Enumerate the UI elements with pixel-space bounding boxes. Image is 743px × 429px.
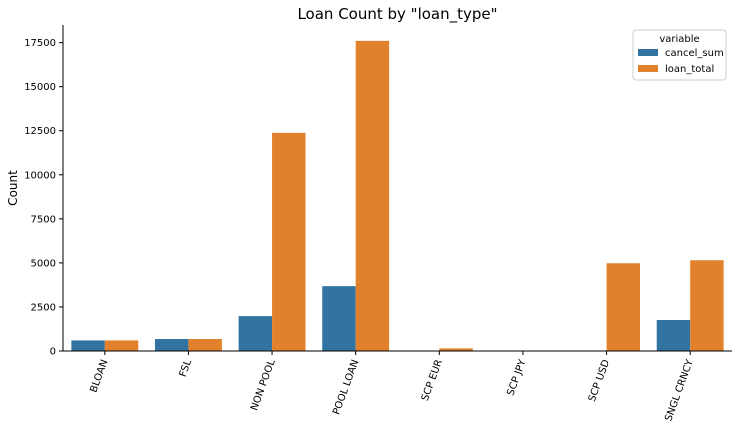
legend: variable cancel_sum loan_total <box>632 29 727 81</box>
bar-loan_total-scp-usd <box>606 263 641 351</box>
y-tick-label: 7500 <box>31 214 56 225</box>
x-tick-label: SCP USD <box>587 358 612 403</box>
y-tick-label: 5000 <box>31 258 56 269</box>
legend-title: variable <box>659 34 699 45</box>
y-tick-label: 15000 <box>24 82 56 93</box>
bar-loan_total-non-pool <box>272 132 306 351</box>
x-tick-label: FSL <box>178 358 194 379</box>
bar-loan_total-fsl <box>188 339 222 351</box>
x-tick-label: SCP JPY <box>505 357 528 397</box>
bar-loan_total-pool-loan <box>355 40 390 351</box>
x-tick-label: BLOAN <box>88 358 110 394</box>
bar-cancel_sum-fsl <box>154 339 189 351</box>
bar-cancel_sum-sngl-crncy <box>656 319 691 351</box>
x-tick-label: NON POOL <box>249 358 278 412</box>
x-axis: BLOAN FSL NON POOL POOL LOAN SCP EUR SCP JPY S… <box>63 350 732 423</box>
legend-swatch-loan_total <box>638 65 658 72</box>
y-tick-label: 10000 <box>24 170 56 181</box>
x-tick-label: POOL LOAN <box>331 358 361 416</box>
bar-cancel_sum-bloan <box>71 340 105 351</box>
legend-swatch-cancel_sum <box>638 49 658 56</box>
y-axis-label: Count <box>6 170 20 206</box>
bars-group <box>71 40 724 351</box>
y-tick-label: 0 <box>50 347 56 358</box>
y-axis: 0 2500 5000 7500 10000 12500 15000 17500 <box>24 25 64 358</box>
bar-loan_total-sngl-crncy <box>690 260 724 351</box>
y-tick-label: 12500 <box>24 126 56 137</box>
legend-label-loan_total: loan_total <box>665 64 714 75</box>
bar-loan_total-bloan <box>104 340 139 351</box>
bar-loan_total-scp-eur <box>439 348 473 351</box>
x-tick-label: SNGL CRNCY <box>663 357 696 422</box>
chart-title: Loan Count by "loan_type" <box>297 5 497 24</box>
x-tick-label: SCP EUR <box>420 358 445 402</box>
y-tick-label: 17500 <box>24 38 56 49</box>
y-tick-label: 2500 <box>31 302 56 313</box>
bar-cancel_sum-non-pool <box>238 316 273 351</box>
bar-cancel_sum-pool-loan <box>322 286 356 351</box>
legend-label-cancel_sum: cancel_sum <box>665 48 724 59</box>
